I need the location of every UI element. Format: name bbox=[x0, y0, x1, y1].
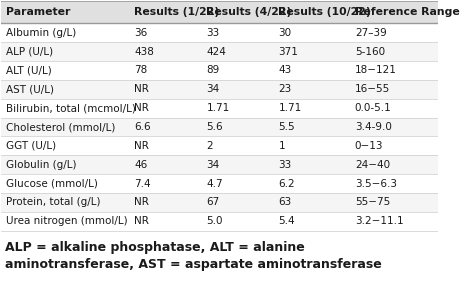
Text: Urea nitrogen (mmol/L): Urea nitrogen (mmol/L) bbox=[6, 216, 128, 226]
Text: 3.4-9.0: 3.4-9.0 bbox=[355, 122, 392, 132]
Text: NR: NR bbox=[135, 103, 149, 113]
Text: 23: 23 bbox=[278, 84, 292, 94]
Text: 5.6: 5.6 bbox=[207, 122, 223, 132]
Text: 0−13: 0−13 bbox=[355, 141, 383, 151]
Text: 1.71: 1.71 bbox=[278, 103, 301, 113]
Bar bbox=[1, 137, 438, 155]
Text: 33: 33 bbox=[278, 160, 292, 170]
Text: 5.5: 5.5 bbox=[278, 122, 295, 132]
Text: 1.71: 1.71 bbox=[207, 103, 230, 113]
Text: Globulin (g/L): Globulin (g/L) bbox=[6, 160, 76, 170]
Text: Bilirubin, total (mcmol/L): Bilirubin, total (mcmol/L) bbox=[6, 103, 136, 113]
Text: 43: 43 bbox=[278, 65, 292, 76]
Bar bbox=[1, 80, 438, 99]
Text: 424: 424 bbox=[207, 47, 226, 56]
Text: 24−40: 24−40 bbox=[355, 160, 390, 170]
Text: ALP = alkaline phosphatase, ALT = alanine
aminotransferase, AST = aspartate amin: ALP = alkaline phosphatase, ALT = alanin… bbox=[5, 241, 382, 271]
Text: 3.5−6.3: 3.5−6.3 bbox=[355, 179, 397, 188]
Text: Results (1/22): Results (1/22) bbox=[135, 7, 220, 17]
Text: AST (U/L): AST (U/L) bbox=[6, 84, 54, 94]
Bar bbox=[1, 23, 438, 42]
Text: ALP (U/L): ALP (U/L) bbox=[6, 47, 53, 56]
Text: 55−75: 55−75 bbox=[355, 197, 390, 208]
Text: Results (10/22): Results (10/22) bbox=[278, 7, 371, 17]
Text: NR: NR bbox=[135, 197, 149, 208]
Text: 30: 30 bbox=[278, 28, 292, 38]
Text: 1: 1 bbox=[278, 141, 285, 151]
Text: Reference Range: Reference Range bbox=[355, 7, 459, 17]
Bar bbox=[1, 42, 438, 61]
Text: 34: 34 bbox=[207, 160, 219, 170]
Text: 34: 34 bbox=[207, 84, 219, 94]
Text: Glucose (mmol/L): Glucose (mmol/L) bbox=[6, 179, 98, 188]
Text: NR: NR bbox=[135, 141, 149, 151]
Text: 67: 67 bbox=[207, 197, 219, 208]
Text: 27–39: 27–39 bbox=[355, 28, 386, 38]
Text: 3.2−11.1: 3.2−11.1 bbox=[355, 216, 403, 226]
Text: Parameter: Parameter bbox=[6, 7, 70, 17]
Text: 33: 33 bbox=[207, 28, 219, 38]
Text: 371: 371 bbox=[278, 47, 298, 56]
Bar bbox=[1, 155, 438, 174]
Bar bbox=[1, 2, 438, 23]
Text: 6.2: 6.2 bbox=[278, 179, 295, 188]
Text: Results (4/22): Results (4/22) bbox=[207, 7, 292, 17]
Text: 438: 438 bbox=[135, 47, 155, 56]
Text: Albumin (g/L): Albumin (g/L) bbox=[6, 28, 76, 38]
Text: 5.0: 5.0 bbox=[207, 216, 223, 226]
Text: 36: 36 bbox=[135, 28, 148, 38]
Text: 4.7: 4.7 bbox=[207, 179, 223, 188]
Text: Cholesterol (mmol/L): Cholesterol (mmol/L) bbox=[6, 122, 115, 132]
Text: NR: NR bbox=[135, 216, 149, 226]
Bar bbox=[1, 174, 438, 193]
Text: 18−121: 18−121 bbox=[355, 65, 397, 76]
Text: 89: 89 bbox=[207, 65, 219, 76]
Text: 6.6: 6.6 bbox=[135, 122, 151, 132]
Bar bbox=[1, 61, 438, 80]
Text: 46: 46 bbox=[135, 160, 148, 170]
Text: 0.0-5.1: 0.0-5.1 bbox=[355, 103, 392, 113]
Text: Protein, total (g/L): Protein, total (g/L) bbox=[6, 197, 100, 208]
Text: GGT (U/L): GGT (U/L) bbox=[6, 141, 56, 151]
Text: ALT (U/L): ALT (U/L) bbox=[6, 65, 52, 76]
Text: 2: 2 bbox=[207, 141, 213, 151]
Text: 5-160: 5-160 bbox=[355, 47, 385, 56]
Text: 5.4: 5.4 bbox=[278, 216, 295, 226]
Bar bbox=[1, 99, 438, 118]
Text: NR: NR bbox=[135, 84, 149, 94]
Text: 16−55: 16−55 bbox=[355, 84, 390, 94]
Text: 7.4: 7.4 bbox=[135, 179, 151, 188]
Text: 78: 78 bbox=[135, 65, 148, 76]
Bar bbox=[1, 193, 438, 212]
Bar bbox=[1, 118, 438, 137]
Bar bbox=[1, 212, 438, 231]
Text: 63: 63 bbox=[278, 197, 292, 208]
